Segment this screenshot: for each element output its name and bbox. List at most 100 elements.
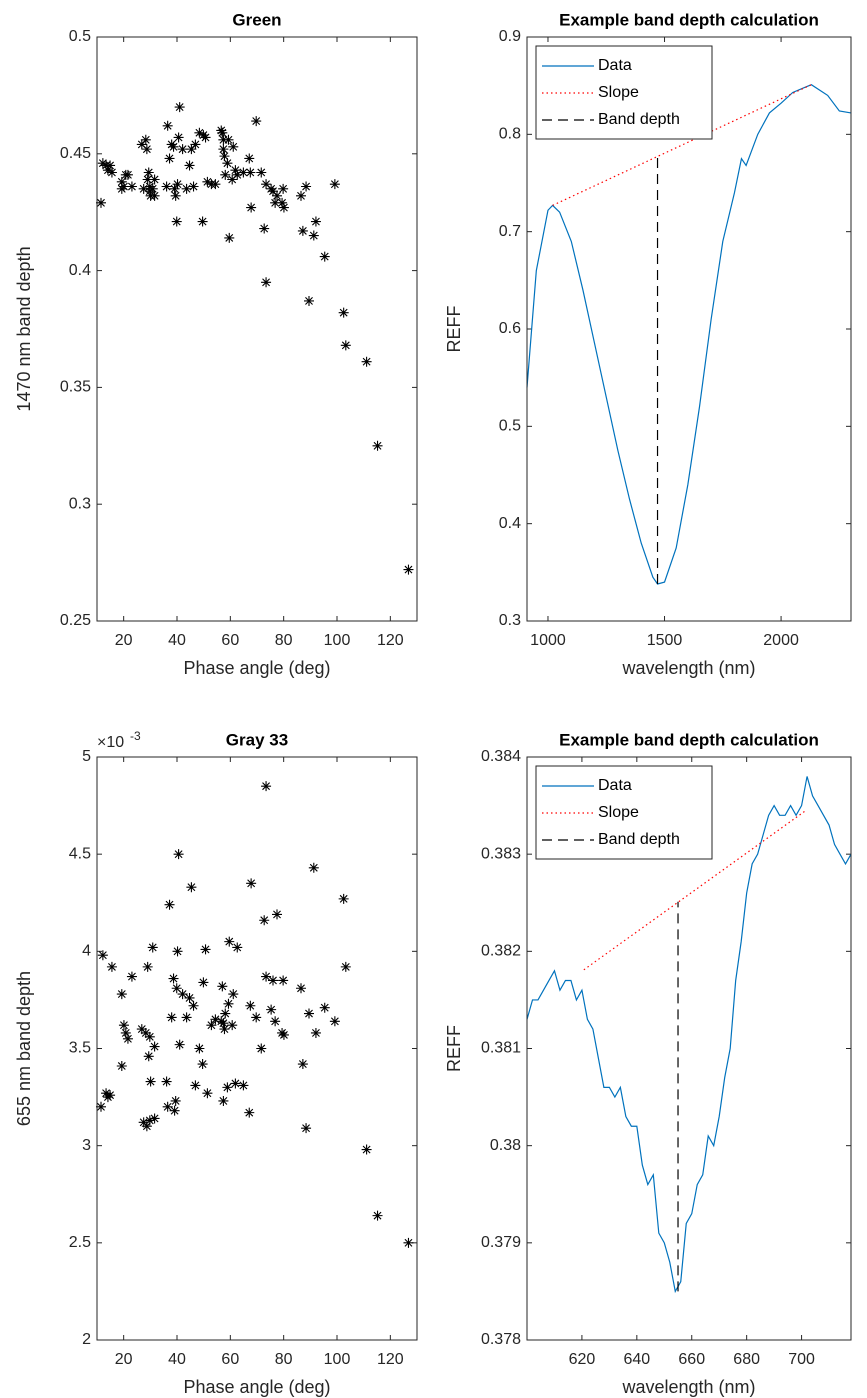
- data-point: [319, 1002, 330, 1013]
- data-point: [266, 1004, 277, 1015]
- data-point: [222, 1082, 233, 1093]
- y-tick-label: 2.5: [69, 1234, 91, 1251]
- y-tick-label: 0.5: [499, 418, 521, 435]
- data-point: [220, 1008, 231, 1019]
- data-point: [144, 1115, 155, 1126]
- data-point: [270, 197, 281, 208]
- data-point: [147, 183, 158, 194]
- data-point: [141, 144, 152, 155]
- data-point: [310, 1027, 321, 1038]
- x-tick-label: 1500: [647, 632, 683, 649]
- data-point: [210, 179, 221, 190]
- data-point: [261, 179, 272, 190]
- data-point: [172, 946, 183, 957]
- data-point: [256, 167, 267, 178]
- data-point: [218, 134, 229, 145]
- data-point: [105, 1090, 116, 1101]
- data-point: [340, 340, 351, 351]
- data-point: [219, 151, 230, 162]
- data-point: [251, 116, 262, 127]
- data-point: [261, 277, 272, 288]
- legend-label: Data: [598, 777, 632, 794]
- data-point: [181, 183, 192, 194]
- data-point: [177, 989, 188, 1000]
- data-point: [296, 983, 306, 994]
- chart-title: Gray 33: [226, 730, 288, 749]
- data-point: [202, 1088, 213, 1099]
- data-point: [118, 181, 129, 192]
- data-point: [230, 165, 241, 176]
- x-tick-label: 60: [221, 1351, 239, 1368]
- y-tick-label: 0.38: [490, 1137, 521, 1154]
- y-tick-label: 4: [82, 943, 91, 960]
- data-point: [140, 134, 151, 145]
- data-point: [246, 878, 257, 889]
- data-point: [200, 944, 211, 955]
- data-point: [296, 190, 306, 201]
- data-point: [161, 181, 172, 192]
- data-point: [197, 216, 208, 227]
- y-tick-label: 0.378: [481, 1331, 521, 1348]
- x-tick-label: 100: [324, 1351, 351, 1368]
- data-point: [116, 1060, 127, 1071]
- data-point: [304, 295, 314, 306]
- data-point: [166, 1012, 177, 1023]
- data-point: [361, 1144, 372, 1155]
- data-point: [149, 1041, 160, 1052]
- data-point: [172, 179, 183, 190]
- data-point: [310, 216, 321, 227]
- y-tick-label: 0.4: [69, 262, 91, 279]
- data-point: [278, 1029, 289, 1040]
- data-point: [218, 144, 229, 155]
- data-point: [174, 102, 185, 113]
- data-point: [210, 1014, 221, 1025]
- x-tick-label: 640: [623, 1351, 650, 1368]
- data-point: [177, 144, 188, 155]
- data-point: [126, 181, 137, 192]
- data-point: [329, 1016, 340, 1027]
- y-tick-label: 0.8: [499, 126, 521, 143]
- data-point: [224, 936, 235, 947]
- data-point: [319, 251, 330, 262]
- data-point: [218, 1095, 229, 1106]
- subplot: 20 40 60 80 100 120 2 2.5 3 3.5 4 4.5 5 Gray 33 Phase …: [14, 729, 418, 1397]
- data-point: [278, 975, 289, 986]
- subplot: 1000 1500 2000 0.3 0.4 0.5 0.6 0.7 0.8 0.9 Example…: [444, 10, 852, 678]
- data-point: [161, 1076, 172, 1087]
- data-point: [220, 169, 231, 180]
- data-point: [200, 132, 211, 143]
- data-point: [126, 971, 137, 982]
- data-point: [278, 202, 289, 213]
- data-point: [217, 127, 228, 138]
- data-point: [173, 849, 184, 860]
- data-point: [116, 176, 127, 187]
- data-point: [136, 1024, 147, 1035]
- legend-label: Band depth: [598, 831, 680, 848]
- data-point: [169, 1105, 180, 1116]
- legend-label: Band depth: [598, 111, 680, 128]
- x-tick-label: 680: [733, 1351, 760, 1368]
- data-point: [190, 1080, 201, 1091]
- data-point: [228, 141, 239, 152]
- x-axis-label: Phase angle (deg): [183, 658, 330, 678]
- x-axis-label: Phase angle (deg): [183, 1377, 330, 1397]
- data-point: [304, 1008, 314, 1019]
- data-point: [174, 1039, 185, 1050]
- data-point: [138, 183, 149, 194]
- x-tick-label: 80: [275, 1351, 293, 1368]
- data-point: [272, 190, 282, 201]
- data-point: [106, 167, 117, 178]
- axes-box: [526, 36, 852, 622]
- data-point: [168, 973, 179, 984]
- y-tick-label: 0.7: [499, 223, 521, 240]
- y-axis-label: 655 nm band depth: [14, 971, 34, 1126]
- data-point: [227, 1020, 238, 1031]
- data-point: [219, 1024, 230, 1035]
- x-tick-label: 120: [377, 1351, 404, 1368]
- data-point: [188, 181, 199, 192]
- data-point: [222, 158, 233, 169]
- y-tick-label: 0.4: [499, 515, 521, 532]
- data-point: [169, 183, 180, 194]
- data-point: [244, 1107, 255, 1118]
- data-point: [97, 158, 108, 169]
